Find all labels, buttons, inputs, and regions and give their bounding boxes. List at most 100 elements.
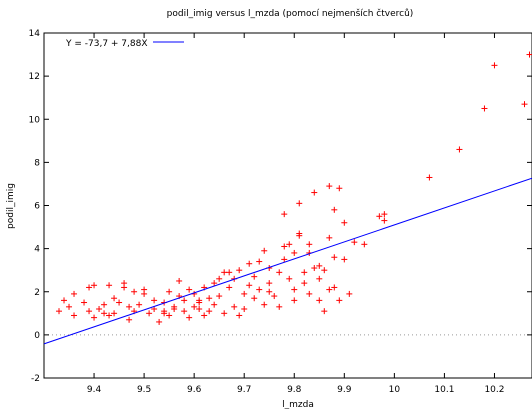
data-point	[111, 295, 118, 302]
data-point	[231, 303, 238, 310]
data-point	[261, 247, 268, 254]
data-point	[111, 310, 118, 317]
data-point	[106, 312, 113, 319]
y-tick-label: 0	[34, 331, 40, 341]
data-point	[276, 269, 283, 276]
data-point	[61, 297, 68, 304]
data-point	[211, 301, 218, 308]
data-point	[311, 265, 318, 272]
data-point	[321, 267, 328, 274]
data-point	[326, 286, 333, 293]
data-point	[336, 185, 343, 192]
data-point	[216, 293, 223, 300]
data-point	[456, 146, 463, 153]
data-point	[301, 269, 308, 276]
data-point	[161, 308, 168, 315]
data-point	[291, 297, 298, 304]
data-point	[126, 303, 133, 310]
data-point	[251, 273, 258, 280]
data-point	[91, 282, 98, 289]
fit-line	[43, 177, 532, 345]
fit-layer	[43, 177, 532, 345]
data-point	[106, 282, 113, 289]
data-point	[121, 280, 128, 287]
y-axis-label: podil_imig	[6, 183, 16, 229]
x-tick-label: 9.4	[87, 385, 102, 395]
data-point	[201, 312, 208, 319]
data-point	[166, 312, 173, 319]
data-point	[271, 293, 278, 300]
data-point	[321, 308, 328, 315]
data-point	[246, 282, 253, 289]
data-point	[236, 312, 243, 319]
data-point	[351, 239, 358, 246]
data-point	[381, 211, 388, 218]
data-point	[261, 301, 268, 308]
x-tick-label: 9.7	[237, 385, 251, 395]
data-point	[191, 303, 198, 310]
data-point	[221, 269, 228, 276]
axes-layer: -2 0 2 4 6 8 10 12 14 9.4 9.5 9.6 9.7 9.8 9.9 10 10.1 10.…	[29, 29, 532, 395]
y-tick-label: 8	[34, 158, 40, 168]
data-point	[311, 189, 318, 196]
data-point	[241, 290, 248, 297]
x-tick-label: 10.1	[434, 385, 454, 395]
data-point	[196, 299, 203, 306]
data-point	[266, 288, 273, 295]
data-point	[341, 219, 348, 226]
data-point	[66, 303, 73, 310]
data-point	[266, 280, 273, 287]
legend-label: Y = -73,7 + 7,88X	[65, 39, 148, 49]
y-tick-label: 2	[34, 288, 40, 298]
data-point	[326, 183, 333, 190]
y-tick-label: 10	[29, 115, 41, 125]
data-point	[101, 310, 108, 317]
data-point	[181, 297, 188, 304]
data-point	[426, 174, 433, 181]
y-tick-label: 12	[29, 72, 40, 82]
x-tick-label: 10	[389, 385, 401, 395]
data-point	[186, 314, 193, 321]
data-point	[341, 256, 348, 263]
legend: Y = -73,7 + 7,88X	[65, 39, 184, 49]
data-point	[256, 258, 263, 265]
data-point	[146, 310, 153, 317]
data-point	[181, 308, 188, 315]
data-point	[381, 217, 388, 224]
y-tick-label: 6	[34, 202, 40, 212]
data-point	[156, 318, 163, 325]
x-tick-label: 9.5	[137, 385, 151, 395]
data-point	[151, 306, 158, 312]
data-point	[316, 275, 323, 282]
data-point	[226, 269, 233, 276]
data-point	[306, 241, 313, 248]
data-point	[281, 256, 288, 263]
x-axis-label: l_mzda	[282, 400, 314, 409]
data-point	[86, 308, 93, 315]
data-point	[166, 288, 173, 295]
data-point	[256, 286, 263, 293]
data-point	[526, 51, 532, 58]
data-point	[96, 306, 103, 312]
data-point	[171, 306, 178, 312]
data-point	[291, 249, 298, 256]
data-point	[346, 290, 353, 297]
data-point	[291, 286, 298, 293]
data-point	[71, 312, 78, 319]
data-point	[151, 297, 158, 304]
data-point	[276, 303, 283, 310]
data-point	[336, 297, 343, 304]
points-layer	[56, 51, 532, 325]
data-point	[296, 230, 303, 237]
data-point	[206, 295, 213, 302]
x-tick-label: 9.8	[287, 385, 302, 395]
data-point	[331, 254, 338, 261]
data-point	[286, 241, 293, 248]
data-point	[316, 262, 323, 269]
data-point	[361, 241, 368, 248]
data-point	[126, 316, 133, 323]
chart-title: podil_imig versus l_mzda (pomocí nejmenš…	[167, 8, 414, 19]
data-point	[116, 299, 123, 306]
data-point	[91, 314, 98, 321]
